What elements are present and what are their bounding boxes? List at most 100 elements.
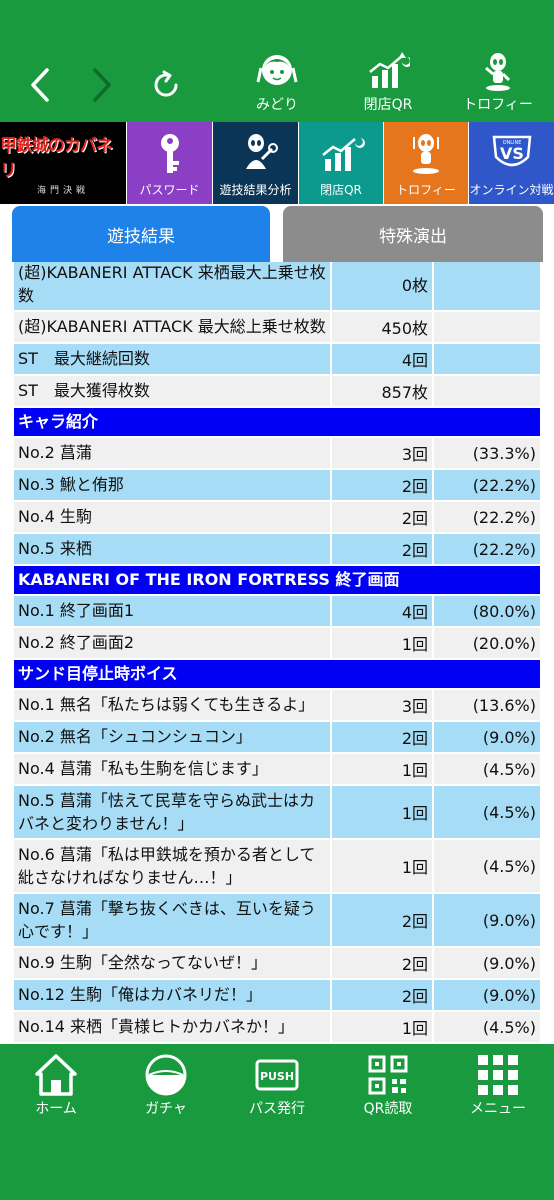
row-label: No.2 無名「シュコンシュコン」 [14,722,330,752]
closing-qr-button[interactable]: 閉店QR [343,50,433,118]
row-label: ST 最大獲得枚数 [14,376,330,406]
midori-button[interactable]: みどり [232,50,322,118]
alien-trophy-icon [485,53,511,91]
back-button[interactable] [20,60,60,110]
row-label: No.3 鰍と侑那 [14,470,330,500]
row-count: 1回 [330,840,432,892]
closing-qr-label: 閉店QR [363,97,413,113]
row-percent [432,376,540,406]
gacha-ball-icon [145,1054,187,1096]
results-scroll-area[interactable]: (超)KABANERI ATTACK 来栖最大上乗せ枚数 0枚 (超)KABANER… [0,262,554,1044]
trophy-label: トロフィー [463,97,533,113]
row-label: No.12 生駒「俺はカバネリだ！」 [14,980,330,1010]
key-icon [160,134,179,173]
row-label: No.14 来栖「貴様ヒトかカバネか！」 [14,1012,330,1042]
row-count: 3回 [330,438,432,468]
row-label: No.1 無名「私たちは弱くても生きるよ」 [14,690,330,720]
row-percent: (9.0%) [432,980,540,1010]
row-count: 1回 [330,1012,432,1042]
table-row: ST 最大獲得枚数 857枚 [14,376,540,408]
row-count: 2回 [330,948,432,978]
logo-title: 甲鉄城のカバネリ [0,135,113,181]
chevron-right-icon [93,68,111,102]
nav-gacha[interactable]: ガチャ [116,1052,216,1118]
nav-qr-reader[interactable]: QR読取 [338,1052,438,1118]
row-label: No.2 終了画面2 [14,628,330,658]
reload-button[interactable] [146,60,186,110]
table-row: No.2 終了画面2 1回 (20.0%) [14,628,540,660]
table-row: (超)KABANERI ATTACK 来栖最大上乗せ枚数 0枚 [14,262,540,312]
table-row: No.12 生駒「俺はカバネリだ！」 2回 (9.0%) [14,980,540,1012]
row-count: 3回 [330,690,432,720]
table-row: No.5 菖蒲「怯えて民草を守らぬ武士はカバネと変わりません！」 1回 (4.5%) [14,786,540,840]
table-row: No.9 生駒「全然なってないぜ！」 2回 (9.0%) [14,948,540,980]
row-count: 1回 [330,754,432,784]
row-percent: (4.5%) [432,840,540,892]
online-battle-tile[interactable]: VS ONLINE オンライン対戦 [469,122,554,204]
row-count: 4回 [330,344,432,374]
row-count: 2回 [330,722,432,752]
chart-up-icon [322,138,365,171]
row-count: 2回 [330,534,432,564]
table-row: No.3 鰍と侑那 2回 (22.2%) [14,470,540,502]
chevron-left-icon [31,68,49,102]
analysis-label: 遊技結果分析 [219,183,292,197]
section-header-end-screen: KABANERI OF THE IRON FORTRESS 終了画面 [14,566,540,596]
row-label: No.7 菖蒲「撃ち抜くべきは、互いを疑う心です！」 [14,894,330,946]
row-percent: (9.0%) [432,948,540,978]
row-label: No.2 菖蒲 [14,438,330,468]
logo-subtitle: 海門決戦 [36,185,89,196]
row-label: No.4 菖蒲「私も生駒を信じます」 [14,754,330,784]
table-row: No.14 来栖「貴様ヒトかカバネか！」 1回 (4.5%) [14,1012,540,1044]
row-count: 2回 [330,980,432,1010]
row-label: No.9 生駒「全然なってないぜ！」 [14,948,330,978]
analysis-tile[interactable]: 遊技結果分析 [213,122,298,204]
nav-home[interactable]: ホーム [6,1052,106,1118]
password-label: パスワード [139,183,200,197]
row-percent: (22.2%) [432,534,540,564]
nav-menu-label: メニュー [470,1101,526,1117]
results-table: (超)KABANERI ATTACK 来栖最大上乗せ枚数 0枚 (超)KABANER… [14,262,540,1044]
push-badge-icon: PUSH [255,1059,299,1091]
table-row: ST 最大継続回数 4回 [14,344,540,376]
svg-text:VS: VS [500,144,524,163]
row-percent: (80.0%) [432,596,540,626]
row-percent: (20.0%) [432,628,540,658]
trophy-tile[interactable]: トロフィー [384,122,468,204]
chart-up-icon [369,52,410,88]
row-percent: (22.2%) [432,470,540,500]
table-row: No.4 菖蒲「私も生駒を信じます」 1回 (4.5%) [14,754,540,786]
row-label: No.6 菖蒲「私は甲鉄城を預かる者として紕さなければなりません…！」 [14,840,330,892]
nav-pass-label: パス発行 [249,1101,305,1117]
password-tile[interactable]: パスワード [127,122,212,204]
tab-special-effects[interactable]: 特殊演出 [283,206,543,262]
row-percent: (4.5%) [432,786,540,838]
nav-menu[interactable]: メニュー [448,1052,548,1118]
row-percent: (22.2%) [432,502,540,532]
row-label: (超)KABANERI ATTACK 来栖最大上乗せ枚数 [14,262,330,310]
forward-button[interactable] [82,60,122,110]
row-label: (超)KABANERI ATTACK 最大総上乗せ枚数 [14,312,330,342]
trophy-button[interactable]: トロフィー [453,50,543,118]
nav-qr-reader-label: QR読取 [363,1101,413,1117]
row-count: 2回 [330,894,432,946]
nav-pass[interactable]: PUSH パス発行 [227,1052,327,1118]
row-percent: (4.5%) [432,754,540,784]
tab-play-results[interactable]: 遊技結果 [12,206,270,262]
table-row: No.6 菖蒲「私は甲鉄城を預かる者として紕さなければなりません…！」 1回 (4.… [14,840,540,894]
row-label: No.4 生駒 [14,502,330,532]
home-icon [35,1054,77,1096]
row-label: No.5 菖蒲「怯えて民草を守らぬ武士はカバネと変わりません！」 [14,786,330,838]
closing-qr-tile[interactable]: 閉店QR [299,122,383,204]
closing-qr-tile-label: 閉店QR [320,183,362,197]
game-logo[interactable]: 甲鉄城のカバネリ 海門決戦 [0,122,126,204]
table-row: No.5 来栖 2回 (22.2%) [14,534,540,566]
svg-text:ONLINE: ONLINE [502,140,521,146]
row-count: 0枚 [330,262,432,310]
table-row: No.7 菖蒲「撃ち抜くべきは、互いを疑う心です！」 2回 (9.0%) [14,894,540,948]
nav-home-label: ホーム [35,1101,77,1117]
row-percent: (13.6%) [432,690,540,720]
menu-tiles: 甲鉄城のカバネリ 海門決戦 パスワード 遊技結果分析 閉店QR トロフィー VS… [0,122,554,204]
reload-icon [154,70,178,97]
